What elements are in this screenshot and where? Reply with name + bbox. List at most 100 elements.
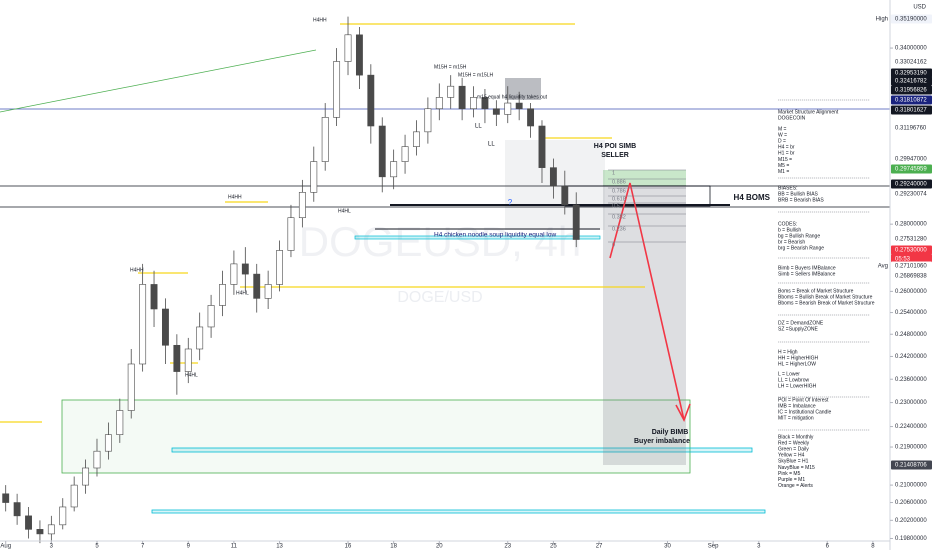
price-badge (891, 164, 932, 174)
candle-body (367, 74, 375, 127)
candle-body (219, 284, 226, 306)
candle-body (481, 97, 489, 110)
note-line: M = (778, 126, 787, 132)
annotations: H4HH H4HH H4HH H4HL H4HL H4HL M15H = m15H M15H … (130, 17, 875, 489)
candle-body (549, 167, 557, 187)
note-line: Purple = M1 (778, 477, 805, 483)
y-tick-label: 0.22400000 (895, 424, 927, 430)
x-tick-label: Sep (708, 544, 719, 550)
candle-body (162, 308, 169, 346)
candle-body (572, 204, 580, 240)
y-tick-label: 0.20200000 (895, 518, 927, 524)
note-line: M1 = (778, 169, 789, 175)
candle-body (401, 146, 409, 162)
annotation: H4HL (338, 208, 351, 214)
price-badge (891, 57, 932, 67)
y-tick-label: 0.21000000 (895, 483, 927, 489)
price-badge-label: 0.32953190 (895, 71, 927, 77)
price-badge (891, 14, 932, 24)
note-line: M5 = (778, 163, 789, 169)
note-line: M15 = (778, 157, 792, 163)
annotation: H4HH (313, 17, 327, 23)
note-line: Pink = M5 (778, 471, 801, 477)
note-line: CODES: (778, 221, 797, 227)
demand-zone (61, 399, 691, 474)
note-line: Black = Monthly (778, 434, 814, 440)
price-badge-label: 0.29240000 (895, 182, 927, 188)
annotation: M15H = m15H (434, 64, 467, 70)
note-line: HH = HigherHIGH (778, 355, 819, 361)
y-tick-label: 0.34000000 (895, 46, 927, 52)
x-tick-label: 18 (390, 544, 397, 550)
note-line: H = High (778, 349, 798, 355)
annotation: H4 POI SIMB (594, 143, 636, 150)
candle-body (287, 217, 295, 251)
candle-body (378, 125, 386, 178)
x-tick-label: 6 (826, 544, 830, 550)
note-line: H4 = br (778, 145, 795, 151)
price-badge (891, 245, 932, 255)
candle-body (196, 326, 204, 350)
annotation: H4HL (236, 290, 249, 296)
annotation: Daily BIMB (652, 429, 689, 436)
candle-body (104, 434, 112, 452)
note-separators (778, 99, 870, 431)
note-line: D = (778, 139, 786, 145)
price-badge-label: 0.26869838 (895, 274, 927, 280)
price-badge (891, 154, 932, 164)
trend-line (0, 49, 317, 113)
note-line: LH = LowerHIGH (778, 384, 817, 390)
h1-zone (171, 447, 753, 453)
candle-body (230, 263, 238, 285)
candle-body (492, 108, 500, 115)
note-line: Bboms = Bullish Break of Market Structur… (778, 294, 873, 300)
note-line: BIASES: (778, 185, 797, 191)
candle-body (344, 34, 352, 62)
price-badge-label: 0.31810872 (895, 98, 927, 104)
note-line: DZ = DemandZONE (778, 320, 824, 326)
note-line: BRB = Bearish BIAS (778, 198, 824, 204)
price-badge-label: 0.29230074 (895, 192, 927, 198)
candle-body (504, 102, 512, 115)
x-tick-label: 25 (550, 544, 557, 550)
candle-body (458, 85, 466, 110)
x-tick-label: Aug (0, 544, 11, 550)
y-tick-label: 0.26000000 (895, 289, 927, 295)
candle-body (424, 108, 432, 133)
candle-body (184, 348, 192, 372)
fib-label: 0 (612, 242, 615, 248)
candle-body (70, 484, 78, 508)
candle-body (139, 284, 147, 365)
note-line: bg = Bullish Range (778, 234, 820, 240)
y-tick-label: 0.24200000 (895, 354, 927, 360)
countdown-badge (891, 254, 932, 264)
note-line: IC = Institutional Candle (778, 410, 831, 416)
annotation: LL (488, 142, 495, 148)
note-line: NavyBlue = M15 (778, 465, 815, 471)
candle-body (527, 108, 535, 127)
price-badge (891, 105, 932, 115)
note-line: DOGECOIN (778, 115, 806, 121)
h1-zone (354, 235, 601, 240)
candle-body (127, 363, 135, 411)
annotation: SELLER (601, 152, 629, 159)
candle-body (447, 85, 455, 98)
price-tag: Avg (878, 264, 888, 270)
annotation: H4HH (228, 194, 242, 200)
x-tick-label: 8 (871, 544, 875, 550)
annotation: m15 equal h4 liquidity takes out (477, 94, 548, 100)
candle-body (390, 161, 398, 178)
price-badge (891, 68, 932, 78)
candle-body (150, 284, 158, 310)
price-badge (891, 179, 932, 189)
candle-body (515, 102, 523, 110)
note-line: SZ =SupplyZONE (778, 326, 819, 332)
candle-body (435, 97, 443, 110)
fib-label: 0.886 (612, 179, 626, 185)
candle-body (333, 61, 341, 118)
note-line: LL = Lowbrow (778, 377, 809, 383)
candle-body (116, 410, 124, 435)
note-line: HL = HigherLOW (778, 362, 816, 368)
note-line: brg = Bearish Range (778, 246, 824, 252)
